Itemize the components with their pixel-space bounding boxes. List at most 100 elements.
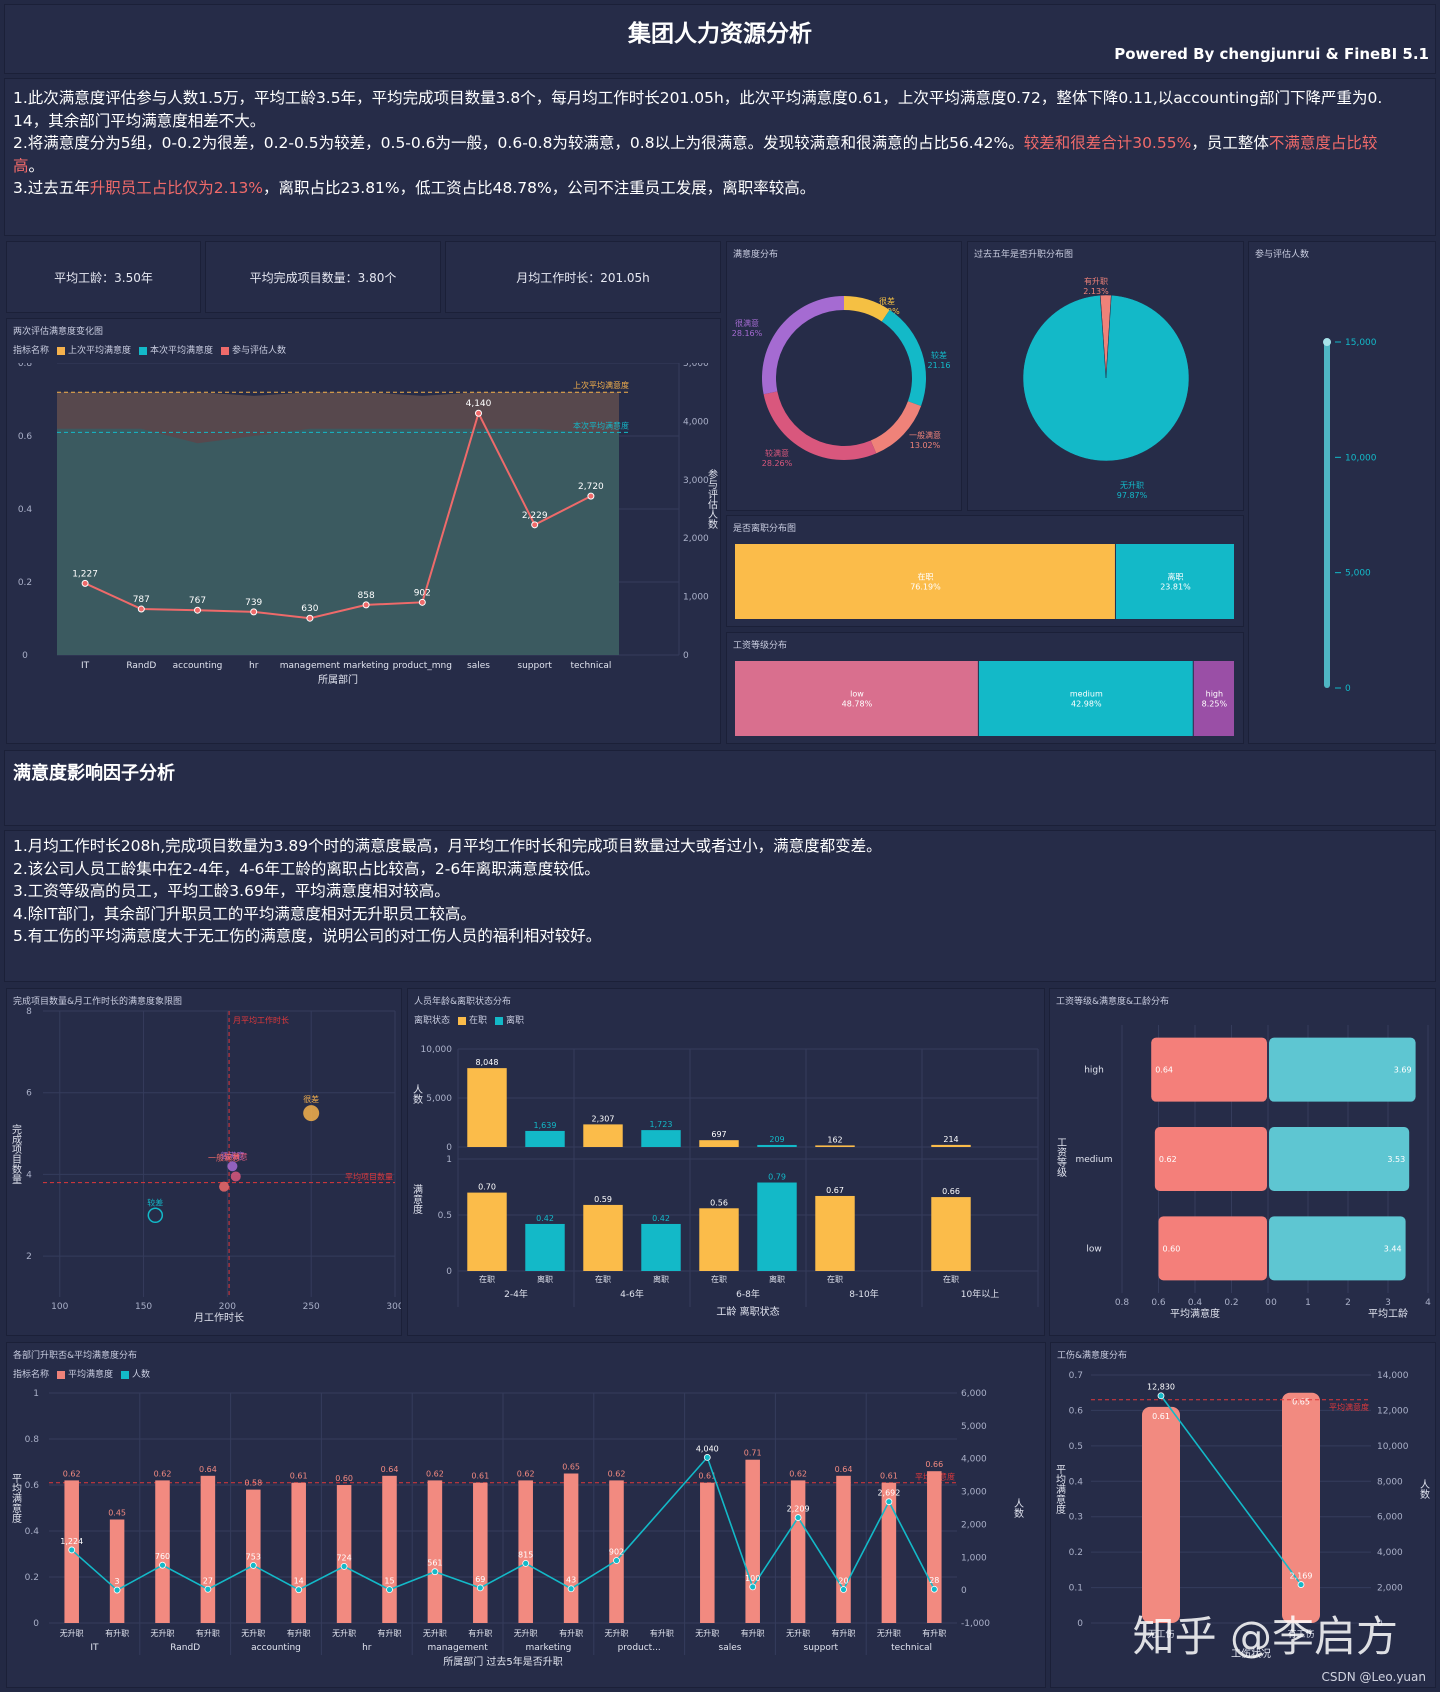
donut-slice-2 [870, 401, 922, 454]
sat-bar [473, 1482, 488, 1623]
count-label: 14 [294, 1577, 304, 1586]
slice-value: 28.16% [732, 329, 763, 338]
count-label: 787 [133, 595, 150, 605]
sat-bar [881, 1482, 897, 1623]
segment-label: 离职 [1167, 572, 1183, 582]
x-tick-label: product_mng [393, 661, 452, 671]
sat-label: 0.62 [517, 1469, 535, 1478]
segment-label: low [850, 690, 864, 699]
salary-dist-panel: 工资等级分布 low 48.78% medium 42.98% high 8.25% [726, 632, 1244, 744]
x-tick-label: support [517, 661, 552, 671]
summary2-line: 2.该公司人员工龄集中在2-4年，4-6年工龄的离职占比较高，2-6年离职满意度… [13, 859, 600, 878]
legend-item[interactable]: 本次平均满意度 [139, 343, 213, 356]
segment-value: 48.78% [842, 700, 873, 709]
legend-label: 参与评估人数 [232, 346, 287, 356]
sat-bar [467, 1192, 507, 1271]
highlight-text: 不满意度占比较 [1268, 134, 1378, 152]
dept-compare-chart: 0 0.2 0.4 0.6 0.8 0 1,000 2,000 3,000 4,000 5,000 上… [18, 363, 718, 686]
count-point [476, 1584, 484, 1592]
stack-segment-1 [1115, 544, 1234, 619]
stack-segment-0 [735, 661, 978, 736]
gauge-panel: 参与评估人数 15,000 10,000 5,000 0 [1248, 241, 1436, 744]
page-title: 集团人力资源分析 [628, 21, 812, 47]
y2-tick-label: 3,000 [683, 476, 709, 486]
gauge-tick-label: 0 [1345, 684, 1351, 694]
sat-label: 0.62 [154, 1469, 172, 1478]
sat-label: 0.59 [594, 1195, 612, 1204]
chart-title: 参与评估人数 [1255, 250, 1310, 260]
sat-bar [1282, 1392, 1320, 1623]
ref-label-x: 月平均工作时长 [233, 1015, 289, 1025]
x-tick-label: 200 [219, 1302, 236, 1312]
y-tick-label: 0.6 [18, 432, 33, 442]
promo-tick-label: 有升职 [559, 1628, 583, 1638]
y-tick-label: 0 [1077, 1619, 1083, 1629]
count-point [794, 1514, 802, 1521]
sat-bar [757, 1182, 797, 1271]
promo-dist-panel: 过去五年是否升职分布图 有升职 2.13% 无升职 97.87% [967, 241, 1244, 511]
summary-text-span: 2.将满意度分为5组，0-0.2为很差，0.2-0.5为较差，0.5-0.6为一… [13, 134, 1024, 152]
group-label: 2-4年 [504, 1288, 528, 1300]
y2-tick-label: 1,000 [683, 593, 709, 603]
summary-panel: 1.此次满意度评估参与人数1.5万，平均工龄3.5年，平均完成项目数量3.8个，… [4, 78, 1436, 236]
sat-label: 0.62 [608, 1469, 626, 1478]
sat-label: 0.42 [652, 1214, 670, 1223]
dept-label: IT [90, 1643, 99, 1653]
count-label: 15 [384, 1577, 394, 1586]
segment-value: 76.19% [910, 583, 941, 592]
promo-tick-label: 有升职 [468, 1628, 492, 1638]
legend-label: 上次平均满意度 [68, 346, 132, 356]
slice-value: 9.39% [874, 307, 900, 316]
sat-bar [931, 1197, 971, 1271]
legend-item[interactable]: 参与评估人数 [221, 343, 286, 356]
kpi-tenure: 平均工龄：3.50年 [6, 241, 201, 313]
count-point [567, 1585, 575, 1593]
legend-title: 指标名称 [13, 1370, 50, 1380]
promo-tick-label: 无升职 [605, 1629, 629, 1638]
count-point [204, 1585, 212, 1593]
chart-title: 满意度分布 [733, 250, 779, 260]
count-label: 2,229 [522, 511, 548, 521]
y-tick-label: 1 [446, 1155, 452, 1165]
gauge-tick-label: 15,000 [1345, 338, 1377, 348]
legend-item[interactable]: 上次平均满意度 [57, 343, 131, 356]
tenure-status-chart: 0 5,000 10,000 0 0.5 1 8,048 0.70 在职 1,639 0.42 离职 2… [411, 1045, 1039, 1318]
legend-item[interactable]: 人数 [121, 1367, 150, 1380]
legend-title: 指标名称 [13, 346, 50, 356]
y2-tick-label: 6,000 [961, 1389, 987, 1399]
legend-label: 在职 [469, 1016, 488, 1026]
count-label: 858 [358, 591, 375, 601]
x-tick-label: hr [249, 661, 259, 671]
slice-name: 很差 [879, 296, 895, 306]
category-label: 无工伤 [1147, 1628, 1174, 1640]
segment-label: medium [1070, 690, 1103, 699]
y-tick-label: 0.7 [1069, 1371, 1083, 1381]
count-bar [931, 1144, 971, 1147]
count-point [531, 521, 539, 529]
dept-promo-panel: 各部门升职否&平均满意度分布 指标名称 平均满意度 人数 0 0.2 0.4 0.6 0… [6, 1342, 1046, 1688]
count-point [885, 1498, 893, 1506]
sat-label: 0.45 [108, 1509, 126, 1518]
chart-title: 是否离职分布图 [733, 524, 797, 534]
legend-item[interactable]: 离职 [495, 1013, 524, 1026]
highlight-text: 升职员工占比仅为2.13% [89, 179, 264, 197]
legend-item[interactable]: 在职 [458, 1013, 487, 1026]
y2-tick-label: 12,000 [1377, 1406, 1409, 1416]
promo-tick-label: 无升职 [877, 1629, 901, 1638]
count-label: 2,169 [1290, 1572, 1313, 1581]
dept-label: hr [362, 1643, 372, 1653]
promo-tick-label: 无升职 [241, 1629, 265, 1638]
group-label: 10年以上 [961, 1288, 999, 1300]
count-point [475, 409, 482, 417]
chart-title: 过去五年是否升职分布图 [974, 250, 1074, 260]
legend-item[interactable]: 平均满意度 [57, 1367, 113, 1380]
chart-title: 各部门升职否&平均满意度分布 [13, 1351, 138, 1361]
count-point [194, 606, 201, 614]
sat-bar [815, 1195, 855, 1271]
sat-bar [609, 1480, 624, 1623]
slice-name: 较满意 [765, 448, 789, 458]
kpi-projects: 平均完成项目数量：3.80个 [205, 241, 441, 313]
sat-label: 0.61 [471, 1472, 489, 1481]
x-axis-title: 所属部门 过去5年是否升职 [443, 1655, 563, 1668]
